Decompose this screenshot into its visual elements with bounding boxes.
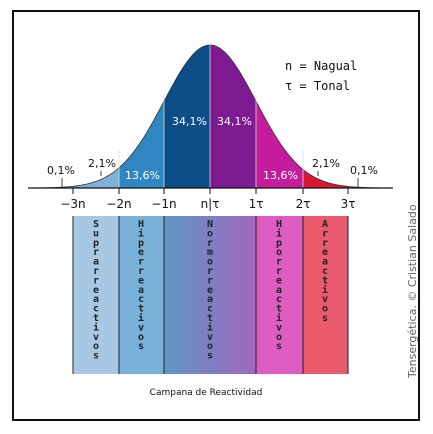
- pct-left-center: 34,1%: [172, 115, 207, 128]
- band-suprarreactivos: [73, 216, 119, 374]
- axis-label: −3n: [60, 197, 85, 211]
- axis-label: −2n: [106, 197, 131, 211]
- diagram-caption: Campana de Reactividad: [150, 388, 263, 398]
- legend-nagual: n = Nagual: [285, 59, 357, 73]
- band-arreactivos: [303, 216, 348, 374]
- axis-label: −1n: [151, 197, 176, 211]
- band-normorreactivos: [164, 216, 256, 374]
- reactivity-bands: [72, 216, 349, 374]
- legend-tonal: τ = Tonal: [285, 79, 350, 93]
- pct-left-tail: 0,1%: [47, 164, 75, 177]
- axis-label: n|τ: [201, 197, 220, 211]
- pct-left-band: 13,6%: [125, 169, 160, 182]
- percentage-leaders: [61, 171, 359, 187]
- axis-label: 2τ: [296, 197, 311, 211]
- axis-label: 1τ: [249, 197, 264, 211]
- axis-label: 3τ: [341, 197, 356, 211]
- pct-right-band: 13,6%: [263, 169, 298, 182]
- band-hiporreactivos: [256, 216, 303, 374]
- curve-segment-left-band: [119, 45, 164, 188]
- pct-right-center: 34,1%: [217, 115, 252, 128]
- pct-right-tail: 0,1%: [350, 164, 378, 177]
- band-hiperreactivos: [119, 216, 164, 374]
- pct-left-mid: 2,1%: [88, 157, 116, 170]
- curve-dividers: [118, 45, 304, 188]
- pct-right-mid: 2,1%: [312, 157, 340, 170]
- x-axis-labels: −3n −2n −1n n|τ 1τ 2τ 3τ: [60, 197, 355, 211]
- copyright-notice: Tensergética. © Cristian Salado: [406, 204, 419, 379]
- x-axis-ticks: [72, 188, 349, 194]
